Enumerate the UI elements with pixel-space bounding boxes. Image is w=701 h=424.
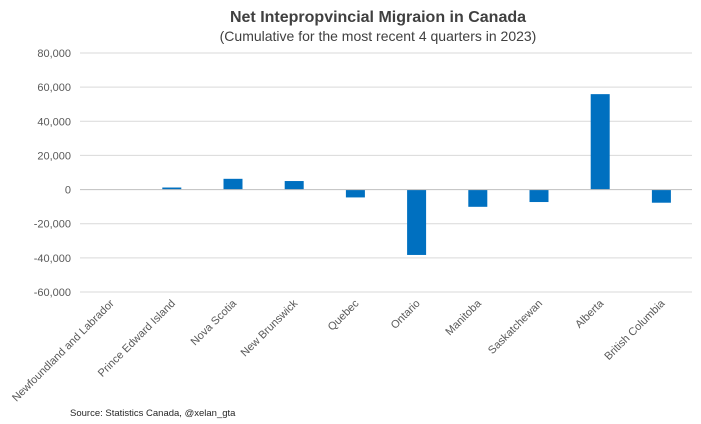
bar — [468, 189, 488, 207]
y-axis-tick-labels: -60,000 -40,000 -20,000 0 20,000 40,000 60,000… — [34, 48, 71, 299]
source-note: Source: Statistics Canada, @xelan_gta — [70, 408, 236, 419]
bar — [651, 189, 671, 203]
x-category-label: New Brunswick — [239, 297, 301, 359]
bar — [529, 189, 549, 203]
y-tick-label: -40,000 — [34, 253, 71, 265]
x-category-label: Manitoba — [443, 297, 484, 338]
bar — [162, 187, 182, 190]
x-category-label: Ontario — [389, 298, 423, 332]
bar — [223, 178, 243, 190]
gridlines — [80, 52, 692, 293]
y-tick-label: -60,000 — [34, 287, 71, 299]
bar — [590, 94, 610, 190]
x-category-label: Saskatchewan — [486, 298, 545, 357]
y-tick-label: 40,000 — [37, 116, 71, 128]
bar — [407, 189, 427, 255]
x-category-label: Quebec — [326, 297, 362, 333]
y-tick-label: -20,000 — [34, 219, 71, 231]
bar — [284, 181, 304, 190]
bars — [162, 94, 671, 255]
x-category-label: Nova Scotia — [189, 297, 240, 348]
y-tick-label: 0 — [65, 185, 71, 197]
x-category-label: Alberta — [573, 297, 607, 331]
y-tick-label: 20,000 — [37, 150, 71, 162]
y-tick-label: 80,000 — [37, 48, 71, 60]
chart-subtitle: (Cumulative for the most recent 4 quarte… — [220, 28, 537, 44]
chart-title: Net Intepropvincial Migraion in Canada — [230, 9, 526, 26]
y-tick-label: 60,000 — [37, 82, 71, 94]
x-category-label: British Columbia — [602, 297, 668, 363]
bar — [345, 189, 365, 198]
x-category-label: Newfoundland and Labrador — [10, 297, 117, 404]
